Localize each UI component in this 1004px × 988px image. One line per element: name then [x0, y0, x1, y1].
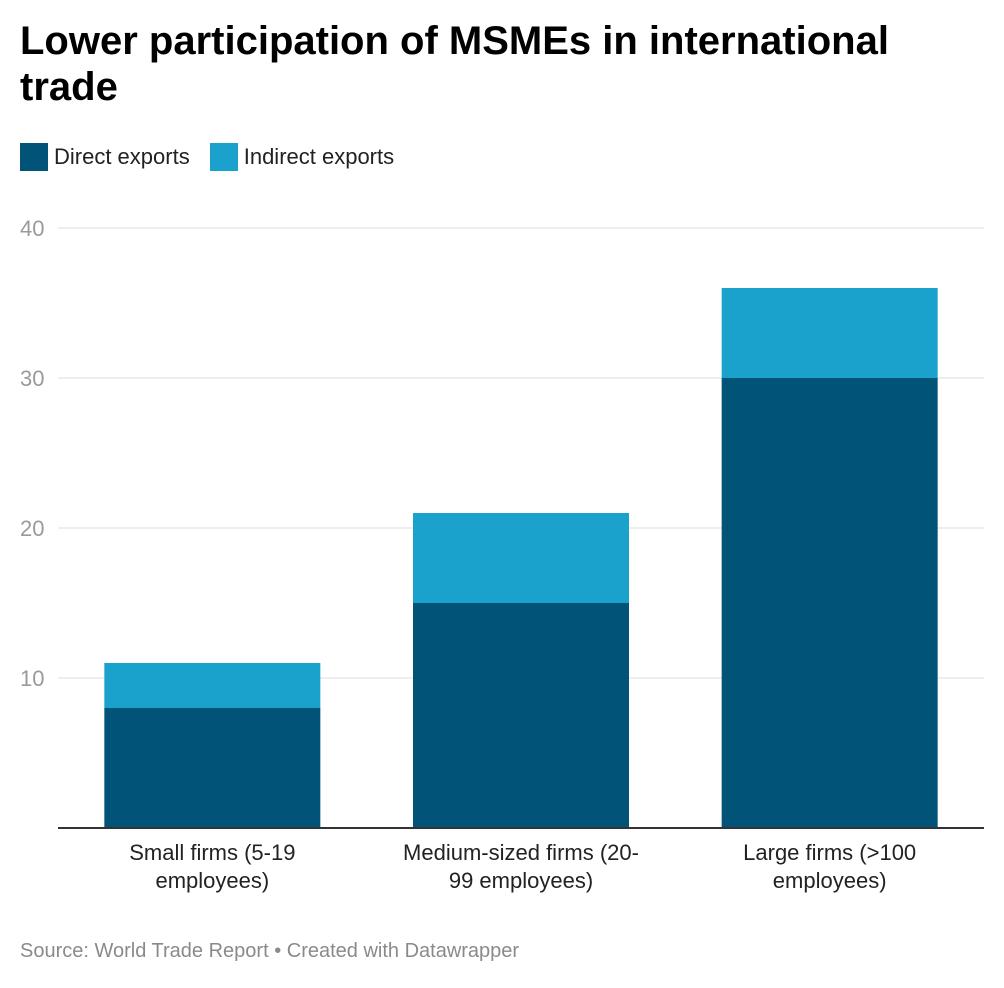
source-note: Source: World Trade Report • Created wit…: [20, 940, 520, 962]
legend: Direct exports Indirect exports: [20, 142, 414, 172]
bar-direct-2: [721, 378, 938, 828]
y-tick-label-20: 20: [20, 516, 44, 541]
x-category-label-line: Medium-sized firms (20-: [403, 840, 639, 865]
bar-indirect-1: [413, 513, 629, 603]
chart-title: Lower participation of MSMEs in internat…: [20, 19, 889, 109]
stacked-bar-chart: 10 20 30 40 Small firms (5-19 employees) Mediu…: [20, 216, 984, 893]
x-category-label-line: employees): [155, 868, 269, 893]
legend-swatch-direct: [20, 143, 48, 171]
x-category-label-2: Large firms (>100 employees): [743, 840, 916, 893]
y-tick-label-40: 40: [20, 216, 44, 241]
bar-direct-1: [413, 603, 629, 828]
bar-indirect-2: [721, 288, 938, 378]
x-category-label-line: Small firms (5-19: [129, 840, 295, 865]
x-category-label-line: employees): [773, 868, 887, 893]
legend-swatch-indirect: [209, 143, 238, 171]
bar-direct-0: [104, 708, 321, 828]
legend-label-indirect: Indirect exports: [243, 144, 395, 169]
x-category-label-0: Small firms (5-19 employees): [129, 840, 295, 893]
legend-item-indirect: Indirect exports: [209, 143, 395, 171]
legend-label-direct: Direct exports: [54, 144, 190, 169]
x-category-label-line: 99 employees): [449, 868, 593, 893]
bar-indirect-0: [104, 663, 321, 708]
x-category-label-line: Large firms (>100: [743, 840, 916, 865]
y-tick-label-30: 30: [20, 366, 44, 391]
legend-item-direct: Direct exports: [20, 143, 190, 171]
x-category-label-1: Medium-sized firms (20- 99 employees): [403, 840, 639, 893]
y-tick-label-10: 10: [20, 666, 44, 691]
